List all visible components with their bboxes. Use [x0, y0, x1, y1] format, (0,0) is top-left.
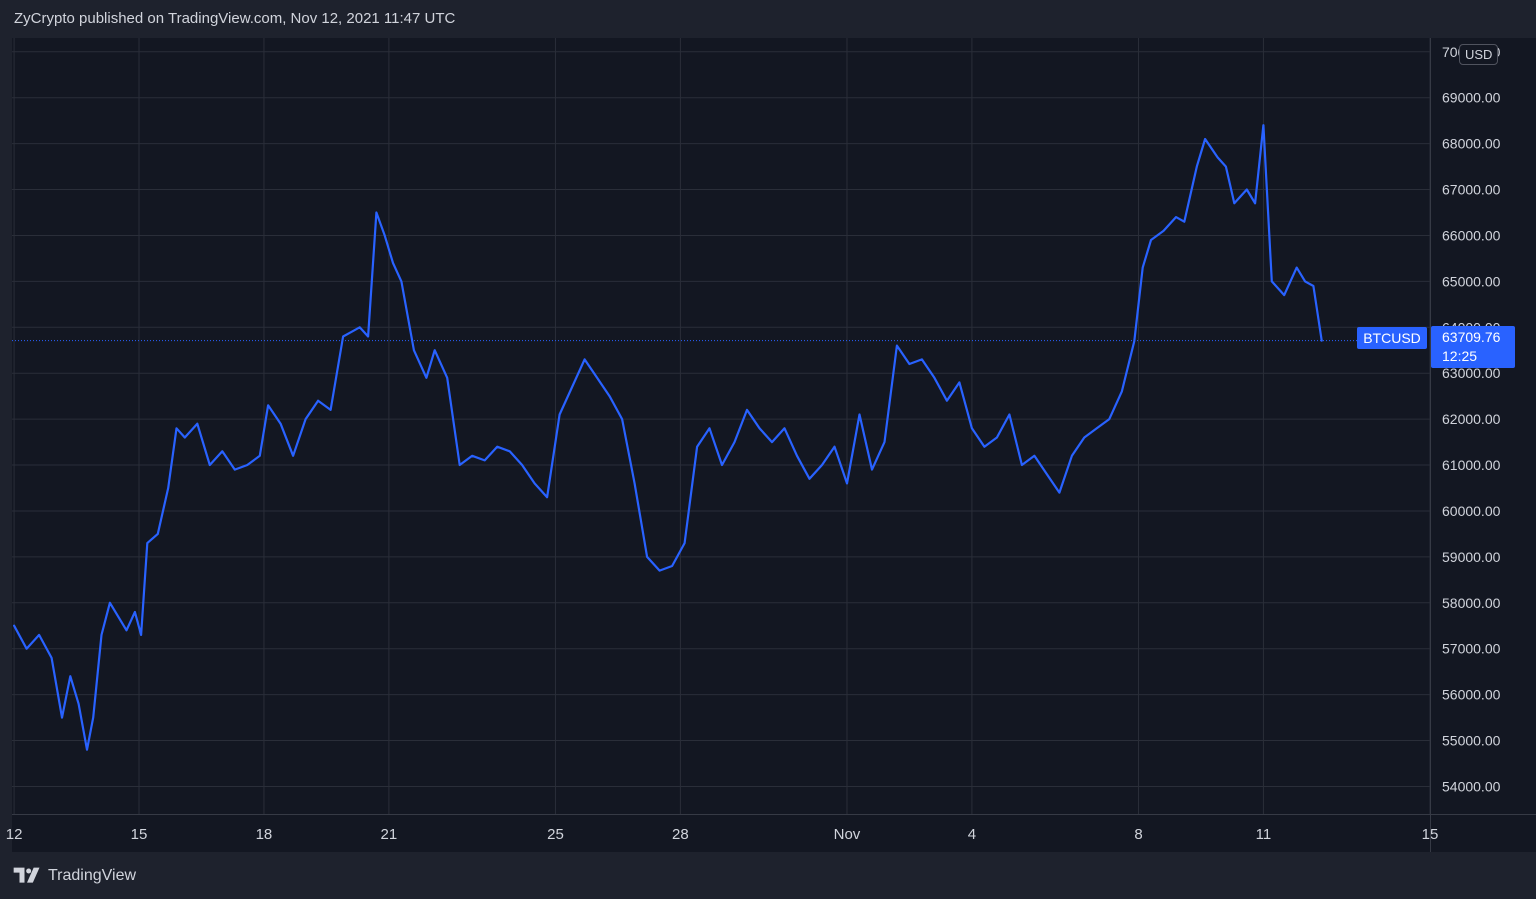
tradingview-logo-icon [13, 867, 40, 883]
time-tick-label: 21 [381, 826, 398, 843]
price-tick-label: 59000.00 [1442, 549, 1501, 565]
plot-area[interactable] [12, 38, 1430, 814]
price-tick-label: 69000.00 [1442, 90, 1501, 106]
time-tick-label: 25 [547, 826, 564, 843]
symbol-label: BTCUSD [1357, 327, 1427, 349]
time-tick-label: 4 [968, 826, 976, 843]
price-tick-label: 54000.00 [1442, 778, 1501, 794]
time-tick-label: 8 [1134, 826, 1142, 843]
time-tick-label: 28 [672, 826, 689, 843]
time-tick-label: 18 [256, 826, 273, 843]
price-tick-label: 60000.00 [1442, 503, 1501, 519]
price-tick-label: 57000.00 [1442, 641, 1501, 657]
time-tick-label: 12 [6, 826, 23, 843]
time-tick-label: 15 [131, 826, 148, 843]
footer-branding[interactable]: TradingView [12, 864, 136, 888]
bar-countdown: 12:25 [1442, 348, 1478, 364]
last-price-value: 63709.76 [1442, 329, 1501, 345]
price-tick-label: 67000.00 [1442, 182, 1501, 198]
price-tick-label: 63000.00 [1442, 365, 1501, 381]
price-tick-label: 61000.00 [1442, 457, 1501, 473]
price-tick-label: 68000.00 [1442, 136, 1501, 152]
time-tick-label: Nov [834, 826, 861, 843]
last-price-tag: 63709.76 12:25 [1431, 326, 1515, 368]
published-info: ZyCrypto published on TradingView.com, N… [14, 10, 456, 27]
btcusd-price-line [13, 124, 1323, 751]
price-tick-label: 62000.00 [1442, 411, 1501, 427]
price-tick-label: 55000.00 [1442, 733, 1501, 749]
price-axis[interactable] [1430, 38, 1536, 814]
time-tick-label: 11 [1256, 826, 1272, 843]
currency-badge[interactable]: USD [1459, 44, 1499, 65]
price-tick-label: 58000.00 [1442, 595, 1501, 611]
time-axis[interactable] [12, 814, 1430, 852]
price-tick-label: 65000.00 [1442, 273, 1501, 289]
price-tick-label: 56000.00 [1442, 687, 1501, 703]
tradingview-brand: TradingView [48, 867, 137, 884]
price-tick-label: 66000.00 [1442, 227, 1501, 243]
axis-corner [1430, 814, 1536, 852]
